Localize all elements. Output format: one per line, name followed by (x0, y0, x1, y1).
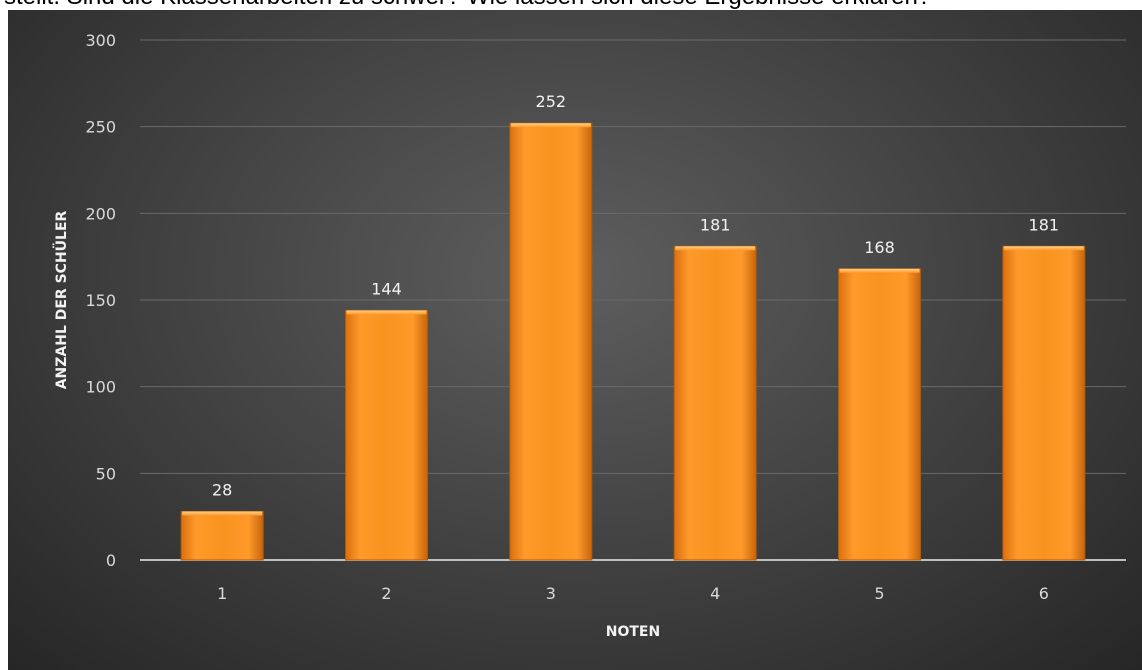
gridlines (140, 39, 1126, 561)
y-tick-label: 200 (85, 204, 116, 223)
x-tick-label: 2 (381, 584, 391, 603)
bar (180, 510, 264, 561)
data-label: 181 (1029, 215, 1060, 234)
bar (509, 122, 593, 561)
bar (1002, 245, 1086, 561)
bar-highlight (839, 268, 920, 273)
x-tick-label: 5 (874, 584, 884, 603)
bar-highlight (346, 310, 427, 315)
chart-area: 28 144 252 181 168 181 0 50 100 150 200 250 300 1 2 3 4… (8, 10, 1142, 670)
y-tick-label: 250 (85, 118, 116, 137)
data-label: 28 (212, 480, 232, 499)
y-tick-label: 100 (85, 378, 116, 397)
bar-highlight (510, 123, 591, 128)
data-label: 144 (371, 279, 402, 298)
bar (673, 245, 757, 561)
y-tick-label: 0 (106, 551, 116, 570)
bar-highlight (182, 511, 263, 516)
y-tick-label: 300 (85, 31, 116, 50)
axis-ticks: 0 50 100 150 200 250 300 1 2 3 4 5 6 (85, 31, 1048, 603)
x-tick-label: 4 (710, 584, 720, 603)
y-tick-label: 150 (85, 291, 116, 310)
x-axis-title: NOTEN (606, 624, 660, 640)
bar-highlight (675, 246, 756, 251)
x-tick-label: 3 (546, 584, 556, 603)
bar (838, 268, 921, 561)
data-label: 181 (700, 215, 731, 234)
bar (345, 309, 428, 561)
y-tick-label: 50 (96, 464, 116, 483)
bar-chart: 28 144 252 181 168 181 0 50 100 150 200 250 300 1 2 3 4… (52, 31, 1126, 640)
cropped-text-strip: stellt. Sind die Klassenarbeiten zu schw… (0, 0, 1142, 10)
y-axis-title: ANZAHL DER SCHÜLER (52, 210, 70, 389)
data-labels: 28 144 252 181 168 181 (212, 92, 1059, 499)
x-tick-label: 6 (1039, 584, 1049, 603)
data-label: 252 (536, 92, 567, 111)
bar-highlight (1003, 246, 1084, 251)
data-label: 168 (864, 238, 895, 257)
x-tick-label: 1 (217, 584, 227, 603)
bars (180, 122, 1086, 561)
cropped-text-line: stellt. Sind die Klassenarbeiten zu schw… (4, 0, 931, 10)
